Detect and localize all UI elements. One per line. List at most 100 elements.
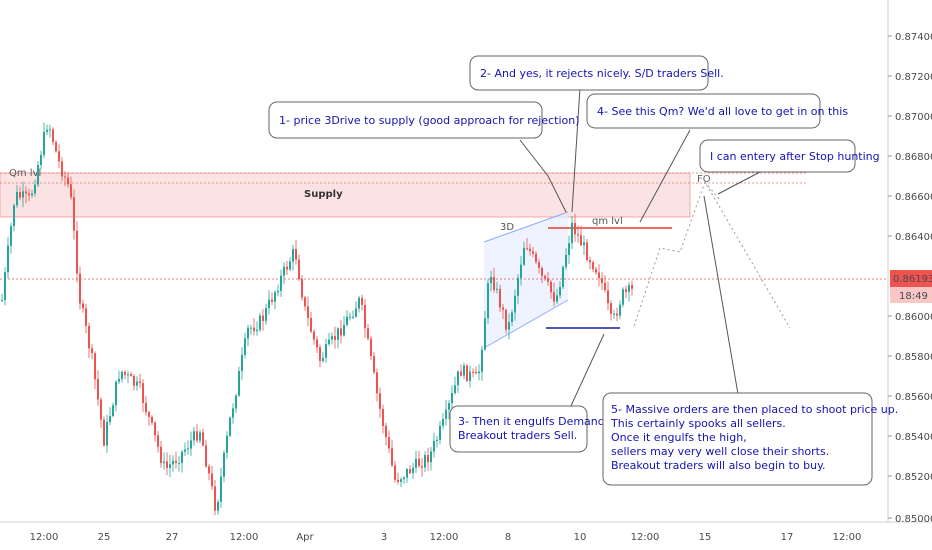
candle-body bbox=[484, 318, 486, 350]
candle-body bbox=[508, 322, 510, 330]
candle-body bbox=[52, 129, 54, 143]
time-axis[interactable]: 12:00 25 27 12:00 Apr 3 12:00 8 10 12:00 15 17 12:00 bbox=[30, 532, 862, 543]
candle-body bbox=[397, 479, 399, 482]
qm-left-label: Qm lvl bbox=[9, 168, 41, 179]
candle-body bbox=[424, 455, 426, 468]
candle-body bbox=[595, 269, 597, 273]
candle-body bbox=[100, 399, 102, 420]
candle-body bbox=[547, 278, 549, 282]
candle-body bbox=[40, 154, 42, 166]
note5-line-1: 5- Massive orders are then placed to sho… bbox=[611, 403, 898, 416]
candle-body bbox=[469, 371, 471, 381]
candle-body bbox=[433, 441, 435, 452]
candle-body bbox=[601, 278, 603, 283]
candle-body bbox=[142, 383, 144, 403]
candle-body bbox=[565, 255, 567, 267]
candle-body bbox=[436, 439, 438, 441]
candle-body bbox=[316, 339, 318, 348]
candle-body bbox=[502, 307, 504, 310]
note1-text: 1- price 3Drive to supply (good approach… bbox=[279, 114, 580, 127]
candle-body bbox=[334, 336, 336, 340]
candle-body bbox=[181, 451, 183, 463]
candle-body bbox=[277, 290, 279, 293]
candle-body bbox=[172, 460, 174, 465]
candle-body bbox=[331, 336, 333, 340]
candle-body bbox=[253, 327, 255, 332]
note5-line-2: This certainly spooks all sellers. bbox=[610, 417, 786, 430]
candle-body bbox=[622, 289, 624, 305]
candle-body bbox=[211, 473, 213, 487]
candle-body bbox=[7, 245, 9, 273]
candle-body bbox=[310, 317, 312, 332]
candle-body bbox=[577, 234, 579, 236]
candle-body bbox=[199, 432, 201, 441]
candle-body bbox=[268, 299, 270, 308]
candle-body bbox=[91, 348, 93, 354]
candle-body bbox=[283, 266, 285, 276]
candle-body bbox=[46, 129, 48, 132]
candle-body bbox=[400, 479, 402, 482]
candle-body bbox=[64, 176, 66, 178]
candle-body bbox=[358, 297, 360, 309]
candle-body bbox=[562, 266, 564, 287]
candle-body bbox=[523, 247, 525, 265]
candle-body bbox=[352, 316, 354, 318]
candle-body bbox=[148, 412, 150, 417]
time-tick-label: 25 bbox=[98, 532, 111, 543]
candle-body bbox=[379, 393, 381, 409]
candle-body bbox=[574, 223, 576, 235]
candle-body bbox=[376, 372, 378, 394]
time-tick-label: 12:00 bbox=[833, 532, 862, 543]
candle-body bbox=[448, 403, 450, 410]
time-tick-label: 27 bbox=[166, 532, 179, 543]
supply-zone: Supply Qm lvl bbox=[0, 168, 808, 218]
candle-body bbox=[355, 308, 357, 317]
candle-body bbox=[244, 338, 246, 355]
candle-body bbox=[223, 452, 225, 477]
last-price-tag: 0.86193 18:49 bbox=[890, 270, 932, 303]
candle-body bbox=[160, 446, 162, 463]
candle-body bbox=[289, 261, 291, 270]
candle-body bbox=[127, 374, 129, 376]
candle-body bbox=[115, 381, 117, 406]
candle-body bbox=[163, 461, 165, 463]
candle-body bbox=[262, 315, 264, 321]
candle-body bbox=[445, 409, 447, 419]
candle-body bbox=[610, 303, 612, 314]
candle-body bbox=[169, 464, 171, 468]
candle-body bbox=[139, 381, 141, 384]
candle-body bbox=[238, 371, 240, 396]
candle-body bbox=[196, 431, 198, 441]
candle-body bbox=[589, 260, 591, 263]
candle-body bbox=[478, 371, 480, 374]
candle-body bbox=[412, 467, 414, 474]
note5-line-4: sellers may very well close their shorts… bbox=[611, 445, 829, 458]
supply-label: Supply bbox=[304, 189, 343, 200]
candle-body bbox=[613, 313, 615, 315]
candle-body bbox=[178, 462, 180, 464]
time-tick-label: 10 bbox=[574, 532, 587, 543]
candle-body bbox=[109, 416, 111, 422]
candle-body bbox=[394, 465, 396, 480]
candle-body bbox=[4, 272, 6, 300]
candle-body bbox=[73, 197, 75, 231]
candle-body bbox=[193, 431, 195, 441]
time-tick-label: 15 bbox=[699, 532, 712, 543]
candle-body bbox=[451, 393, 453, 404]
candle-body bbox=[481, 349, 483, 372]
candle-body bbox=[442, 418, 444, 426]
candle-body bbox=[406, 469, 408, 478]
fo-label: FO bbox=[697, 174, 711, 185]
candle-body bbox=[538, 262, 540, 268]
candle-body bbox=[274, 292, 276, 302]
candle-body bbox=[592, 262, 594, 270]
candle-body bbox=[97, 379, 99, 400]
candle-body bbox=[598, 272, 600, 279]
candle-body bbox=[325, 344, 327, 358]
